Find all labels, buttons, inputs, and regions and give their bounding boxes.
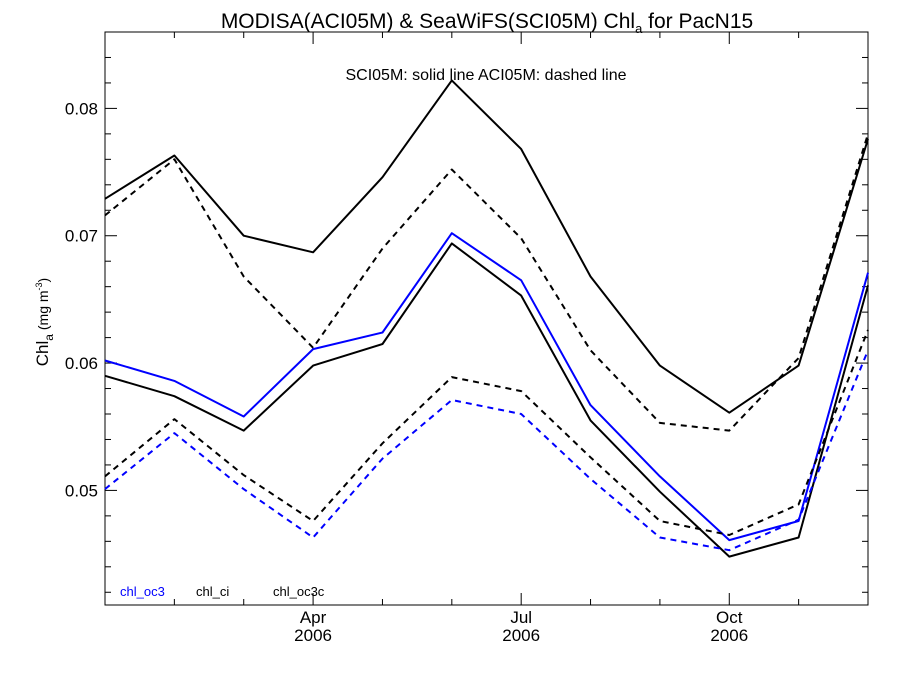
legend-item-chl-oc3: chl_oc3	[120, 584, 165, 599]
x-tick-label-month: Apr	[300, 608, 327, 627]
x-tick-label-year: 2006	[294, 626, 332, 645]
plot-frame	[104, 31, 869, 606]
series-line-chl-ci-sci05m	[104, 242, 869, 558]
line-style-annotation: SCI05M: solid line ACI05M: dashed line	[345, 67, 626, 84]
y-tick-labels: 0.05 0.06 0.07 0.08	[65, 99, 98, 500]
series-line-chl-oc3-sci05m	[104, 232, 869, 542]
series-lines	[104, 79, 869, 558]
series-line-chl-ci-aci05m	[104, 329, 869, 536]
x-tick-label-year: 2006	[502, 626, 540, 645]
series-line-chl-oc3c-sci05m	[104, 79, 869, 414]
legend: chl_oc3 chl_ci chl_oc3c	[120, 584, 325, 599]
x-tick-label-month: Oct	[716, 608, 743, 627]
y-axis-label: Chla (mg m-3)	[33, 278, 56, 366]
series-line-chl-oc3c-aci05m	[104, 133, 869, 432]
x-tick-label-year: 2006	[710, 626, 748, 645]
axis-ticks	[104, 31, 869, 605]
x-tick-label-month: Jul	[510, 608, 532, 627]
legend-item-chl-ci: chl_ci	[196, 584, 229, 599]
y-tick-label: 0.08	[65, 99, 98, 118]
legend-item-chl-oc3c: chl_oc3c	[273, 584, 325, 599]
y-tick-label: 0.05	[65, 481, 98, 500]
chart-title: MODISA(ACI05M) & SeaWiFS(SCI05M) Chla fo…	[221, 10, 753, 36]
y-tick-label: 0.07	[65, 227, 98, 246]
series-line-chl-oc3-aci05m	[104, 349, 869, 552]
y-tick-label: 0.06	[65, 354, 98, 373]
